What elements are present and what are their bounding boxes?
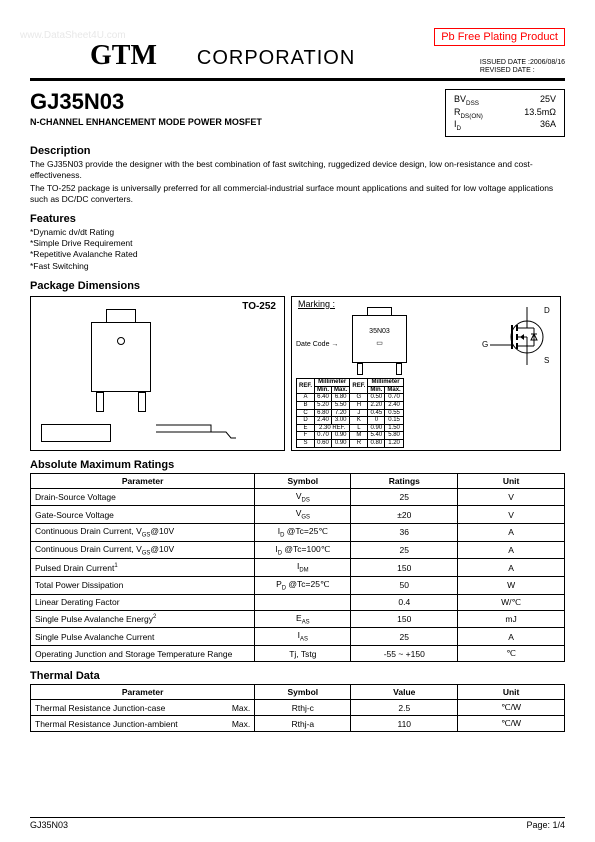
schematic-d: D bbox=[544, 307, 550, 315]
footer-part: GJ35N03 bbox=[30, 820, 68, 830]
dimension-table: REF.MillimeterREF.MillimeterMin.Max.Min.… bbox=[296, 378, 404, 447]
features-heading: Features bbox=[30, 213, 565, 225]
title-row: GJ35N03 N-CHANNEL ENHANCEMENT MODE POWER… bbox=[30, 89, 565, 137]
header: GTM CORPORATION ISSUED DATE :2006/08/16 … bbox=[30, 40, 565, 81]
spec-box: BVDSS 25V RDS(ON) 13.5mΩ ID 36A bbox=[445, 89, 565, 137]
id-label: ID bbox=[454, 119, 461, 132]
bvdss-val: 25V bbox=[540, 94, 556, 107]
features-list: *Dynamic dv/dt Rating*Simple Drive Requi… bbox=[30, 227, 565, 271]
pkg-side-view-2 bbox=[151, 420, 241, 442]
description-heading: Description bbox=[30, 145, 565, 157]
thermal-table: ParameterSymbolValueUnitThermal Resistan… bbox=[30, 684, 565, 732]
pb-free-badge: Pb Free Plating Product bbox=[434, 28, 565, 46]
marking-chip: 35N03 ▭ bbox=[352, 315, 407, 363]
package-type-label: TO-252 bbox=[242, 301, 276, 312]
corporation-label: CORPORATION bbox=[197, 47, 355, 70]
package-drawing: TO-252 bbox=[30, 296, 285, 451]
feature-item: *Repetitive Avalanche Rated bbox=[30, 249, 565, 260]
marking-lead-3 bbox=[396, 363, 402, 375]
description-p2: The TO-252 package is universally prefer… bbox=[30, 183, 565, 205]
marking-tab bbox=[367, 307, 392, 315]
footer-page: Page: 1/4 bbox=[526, 820, 565, 830]
pkg-side-view-1 bbox=[41, 424, 111, 442]
bvdss-label: BVDSS bbox=[454, 94, 479, 107]
marking-heading: Marking : bbox=[298, 299, 335, 309]
footer: GJ35N03 Page: 1/4 bbox=[30, 817, 565, 830]
watermark: www.DataSheet4U.com bbox=[20, 30, 126, 41]
id-val: 36A bbox=[540, 119, 556, 132]
pkg-lead-3 bbox=[138, 392, 146, 412]
amr-table: ParameterSymbolRatingsUnitDrain-Source V… bbox=[30, 473, 565, 663]
rdson-val: 13.5mΩ bbox=[524, 107, 556, 120]
feature-item: *Simple Drive Requirement bbox=[30, 238, 565, 249]
feature-item: *Dynamic dv/dt Rating bbox=[30, 227, 565, 238]
feature-item: *Fast Switching bbox=[30, 261, 565, 272]
amr-heading: Absolute Maximum Ratings bbox=[30, 459, 565, 471]
package-heading: Package Dimensions bbox=[30, 280, 565, 292]
rdson-label: RDS(ON) bbox=[454, 107, 483, 120]
datecode-label: Date Code → bbox=[296, 341, 338, 348]
logo: GTM bbox=[90, 40, 157, 72]
package-row: TO-252 Marking : 35N03 ▭ Date Code → bbox=[30, 296, 565, 451]
pkg-hole bbox=[117, 337, 125, 345]
marking-box: Marking : 35N03 ▭ Date Code → bbox=[291, 296, 561, 451]
schematic-g: G bbox=[482, 340, 488, 349]
thermal-heading: Thermal Data bbox=[30, 670, 565, 682]
issued-label: ISSUED DATE bbox=[480, 59, 526, 66]
part-number: GJ35N03 bbox=[30, 89, 262, 115]
marking-lead-1 bbox=[357, 363, 363, 375]
revised-date: : bbox=[533, 67, 535, 74]
issued-date: :2006/08/16 bbox=[528, 59, 565, 66]
mosfet-schematic: D G S bbox=[482, 307, 552, 367]
subtitle: N-CHANNEL ENHANCEMENT MODE POWER MOSFET bbox=[30, 117, 262, 127]
description-p1: The GJ35N03 provide the designer with th… bbox=[30, 159, 565, 181]
dates: ISSUED DATE :2006/08/16 REVISED DATE : bbox=[480, 59, 565, 76]
pkg-tab bbox=[106, 309, 136, 322]
pkg-lead-1 bbox=[96, 392, 104, 412]
marking-text: 35N03 bbox=[353, 328, 406, 335]
schematic-s: S bbox=[544, 356, 549, 365]
pkg-body bbox=[91, 322, 151, 392]
revised-label: REVISED DATE bbox=[480, 67, 531, 74]
